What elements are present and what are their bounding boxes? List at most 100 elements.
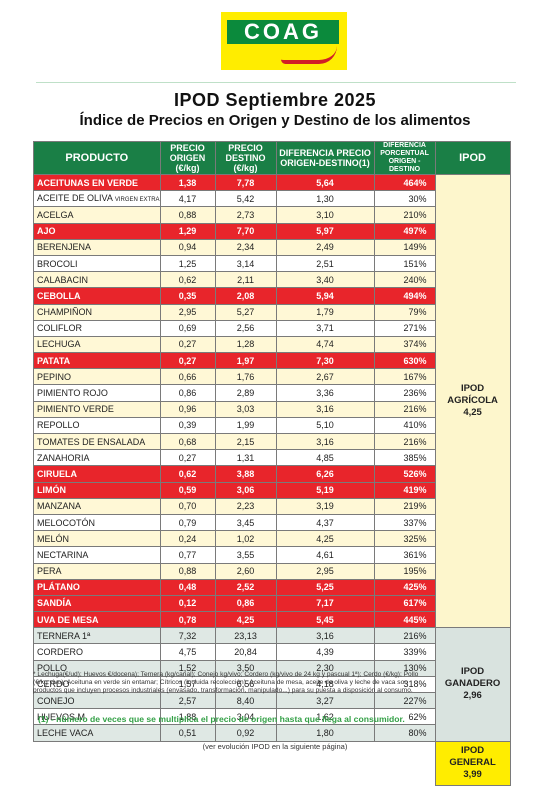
page-subtitle: Índice de Precios en Origen y Destino de… [79,112,471,129]
product-name: TOMATES DE ENSALADA [33,432,161,451]
price-origin: 0,78 [159,611,216,629]
table-row: ACELGA 0,88 2,73 3,10 210% [33,206,511,224]
product-name: BERENJENA [33,238,161,256]
product-name: ZANAHORIA [33,449,161,467]
price-destination: 3,88 [214,465,277,483]
percent-difference: 151% [373,254,436,273]
price-destination: 2,52 [214,578,277,596]
col-header-porcentual: DIFERENCIA PORCENTUAL ORIGEN - DESTINO [373,141,436,175]
price-origin: 1,88 [159,708,216,726]
product-label: ZANAHORIA [37,452,90,463]
product-label: LECHE VACA [37,727,94,738]
product-name: CALABACIN [33,271,161,289]
price-difference: 4,25 [275,530,375,548]
price-difference: 1,62 [275,708,375,726]
table-row: TERNERA 1ª 7,32 23,13 3,16 216% IPOD GANADERO 2… [33,627,511,742]
ipod-general-row: IPOD GENERAL 3,99 [34,740,511,786]
price-difference: 2,30 [275,659,375,677]
product-label: TERNERA 1ª [37,630,91,641]
percent-difference: 240% [373,271,436,289]
price-origin: 0,39 [159,416,216,435]
product-label: MELOCOTÓN [37,517,96,528]
percent-difference: 271% [373,319,436,337]
product-label: PLÁTANO [37,582,80,593]
percent-difference: 167% [373,368,436,386]
price-origin: 1,57 [159,675,216,694]
price-difference: 3,71 [275,319,375,337]
product-label: COLIFLOR [37,323,83,334]
price-destination: 1,76 [214,368,277,386]
product-name: TERNERA 1ª [33,627,161,645]
product-label: CIRUELA [37,468,77,479]
percent-difference: 425% [373,578,436,596]
price-difference: 6,26 [275,465,375,483]
price-origin: 0,77 [159,546,216,564]
price-origin: 1,38 [159,173,216,192]
percent-difference: 339% [373,643,436,661]
ipod-agricola-line2: AGRÍCOLA [447,395,498,407]
percent-difference: 216% [373,400,436,418]
table-row: HUEVOS M 1,88 3,04 1,62 62% [33,708,511,726]
percent-difference: 630% [373,352,436,370]
table-row: PATATA 0,27 1,97 7,30 630% [33,352,511,370]
price-origin: 0,24 [159,530,216,548]
price-destination: 3,03 [214,400,277,418]
ipod-ganadero-line2: GANADERO [444,678,501,690]
product-name: CERDO [33,675,161,694]
product-label: CHAMPIÑON [37,307,93,318]
price-difference: 1,30 [275,190,375,208]
price-difference: 3,10 [275,206,375,224]
price-difference: 3,16 [275,627,375,645]
product-label: TOMATES DE ENSALADA [37,436,146,447]
product-name: UVA DE MESA [33,611,161,629]
price-difference: 4,74 [275,335,375,354]
table-row: AJO 1,29 7,70 5,97 497% [33,222,511,240]
price-difference: 3,16 [275,432,375,451]
price-difference: 2,49 [275,238,375,256]
price-difference: 3,40 [275,271,375,289]
price-origin: 4,75 [159,643,216,661]
price-destination: 7,78 [214,173,277,192]
price-origin: 0,69 [159,319,216,337]
product-name: HUEVOS M [33,708,161,726]
price-difference: 2,51 [275,254,375,273]
table-row: MANZANA 0,70 2,23 3,19 219% [33,497,511,515]
table-row: ZANAHORIA 0,27 1,31 4,85 385% [33,449,511,467]
price-origin: 0,51 [159,724,216,742]
percent-difference: 494% [373,287,436,305]
percent-difference: 497% [373,222,436,240]
percent-difference: 30% [373,190,436,208]
price-origin: 0,79 [159,513,216,532]
product-name: PLÁTANO [33,578,161,596]
price-destination: 2,56 [214,319,277,337]
price-origin: 0,27 [159,352,216,370]
product-label: AJO [37,226,56,237]
price-origin: 0,27 [159,449,216,467]
table-row: NECTARINA 0,77 3,55 4,61 361% [33,546,511,564]
product-name: PIMIENTO VERDE [33,400,161,418]
product-name: LECHUGA [33,335,161,354]
price-difference: 5,45 [275,611,375,629]
price-difference: 5,94 [275,287,375,305]
price-difference: 3,36 [275,384,375,402]
percent-difference: 361% [373,546,436,564]
product-label: ACEITE DE OLIVA [37,192,113,203]
ipod-agricola-line1: IPOD [460,383,485,395]
col-header-diferencia: DIFERENCIA PRECIO ORIGEN-DESTINO(1) [275,141,375,175]
product-name: PATATA [33,352,161,370]
product-label: PIMIENTO ROJO [37,388,108,399]
percent-difference: 216% [373,627,436,645]
product-label: BROCOLI [37,258,78,269]
ipod-general-line2: GENERAL [449,757,496,769]
price-destination: 2,34 [214,238,277,256]
percent-difference: 526% [373,465,436,483]
logo-swoosh-icon [281,46,337,64]
product-label: SANDÍA [37,598,72,609]
col-header-destino: PRECIO DESTINO (€/kg) [214,141,277,175]
price-origin: 1,29 [159,222,216,240]
price-origin: 0,88 [159,206,216,224]
price-origin: 7,32 [159,627,216,645]
price-destination: 2,08 [214,287,277,305]
percent-difference: 445% [373,611,436,629]
product-name: LECHE VACA [33,724,161,742]
